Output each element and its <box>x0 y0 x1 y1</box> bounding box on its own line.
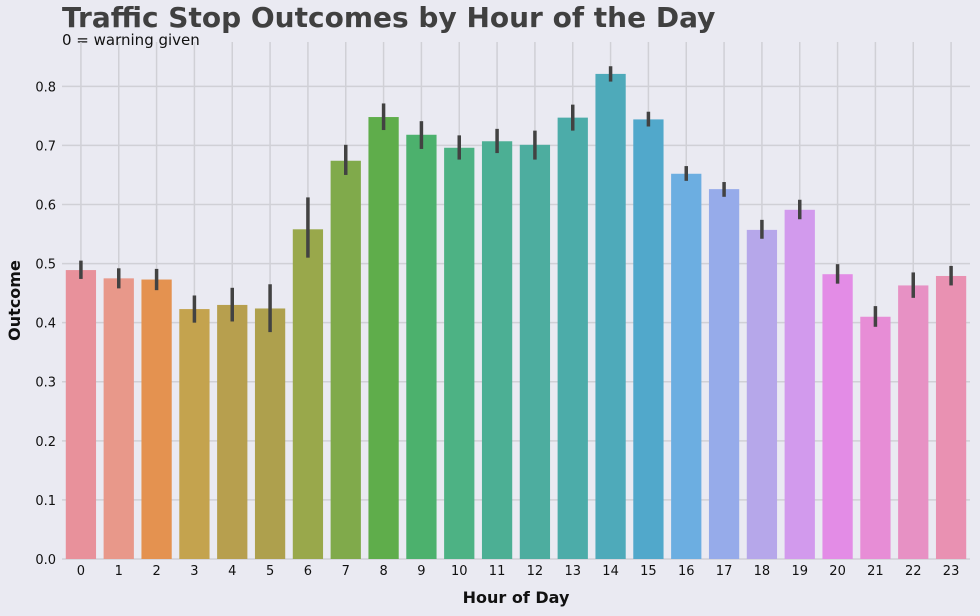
chart-title: Traffic Stop Outcomes by Hour of the Day <box>62 1 716 34</box>
x-tick-label: 21 <box>867 564 884 579</box>
x-tick-label: 18 <box>754 564 771 579</box>
y-tick-label: 0.7 <box>35 139 56 154</box>
y-tick-label: 0.4 <box>35 317 56 332</box>
x-tick-label: 13 <box>564 564 581 579</box>
x-tick-labels: 0 1 2 3 4 5 6 7 8 9 10 11 12 13 14 15 16 17 18 19 20 21 22 23 <box>77 564 960 579</box>
bar-hour-17 <box>708 189 740 560</box>
x-tick-label: 23 <box>943 564 960 579</box>
y-tick-label: 0.5 <box>35 258 56 273</box>
bar-hour-14 <box>595 73 626 560</box>
x-tick-label: 11 <box>489 564 506 579</box>
x-tick-label: 4 <box>228 564 236 579</box>
x-tick-label: 9 <box>417 564 425 579</box>
y-tick-label: 0.6 <box>35 198 56 213</box>
bar-hour-22 <box>898 285 929 559</box>
y-tick-label: 0.3 <box>35 376 56 391</box>
x-tick-label: 15 <box>640 564 657 579</box>
x-tick-label: 1 <box>115 564 123 579</box>
x-tick-label: 22 <box>905 564 922 579</box>
y-tick-label: 0.0 <box>35 553 56 568</box>
bar-hour-0 <box>65 270 97 559</box>
x-axis-label: Hour of Day <box>463 588 570 607</box>
bar-hour-1 <box>103 278 134 559</box>
x-tick-label: 7 <box>342 564 350 579</box>
x-tick-label: 16 <box>678 564 695 579</box>
bars <box>65 73 967 560</box>
bar-hour-23 <box>935 275 967 559</box>
bar-hour-7 <box>330 160 361 560</box>
bar-hour-8 <box>368 117 399 560</box>
bar-hour-10 <box>444 147 475 559</box>
bar-hour-21 <box>860 316 891 559</box>
chart-subtitle: 0 = warning given <box>62 31 200 49</box>
x-tick-label: 6 <box>304 564 312 579</box>
y-tick-label: 0.1 <box>35 494 56 509</box>
x-tick-label: 20 <box>829 564 846 579</box>
x-tick-label: 8 <box>379 564 387 579</box>
bar-hour-6 <box>292 229 324 560</box>
bar-hour-18 <box>746 229 778 559</box>
x-tick-label: 0 <box>77 564 85 579</box>
bar-hour-12 <box>519 144 551 559</box>
x-tick-label: 14 <box>602 564 619 579</box>
x-tick-label: 3 <box>190 564 198 579</box>
x-tick-label: 10 <box>451 564 468 579</box>
x-tick-label: 17 <box>716 564 733 579</box>
y-tick-label: 0.2 <box>35 435 56 450</box>
error-bars <box>79 66 953 333</box>
y-axis-label: Outcome <box>5 260 24 341</box>
x-tick-label: 19 <box>791 564 808 579</box>
bar-hour-15 <box>633 119 664 559</box>
bar-hour-9 <box>406 134 437 559</box>
bar-hour-13 <box>557 117 588 560</box>
bar-hour-16 <box>671 173 702 559</box>
x-tick-label: 12 <box>527 564 544 579</box>
bar-hour-4 <box>217 304 248 559</box>
bar-hour-20 <box>822 274 853 559</box>
x-tick-label: 5 <box>266 564 274 579</box>
y-tick-label: 0.8 <box>35 80 56 95</box>
bar-hour-3 <box>179 309 210 559</box>
bar-hour-2 <box>141 279 172 559</box>
bar-hour-19 <box>784 209 815 560</box>
bar-hour-5 <box>254 308 286 559</box>
y-tick-labels: 0.0 0.1 0.2 0.3 0.4 0.5 0.6 0.7 0.8 <box>35 80 56 568</box>
bar-hour-11 <box>481 141 513 559</box>
x-tick-label: 2 <box>152 564 160 579</box>
